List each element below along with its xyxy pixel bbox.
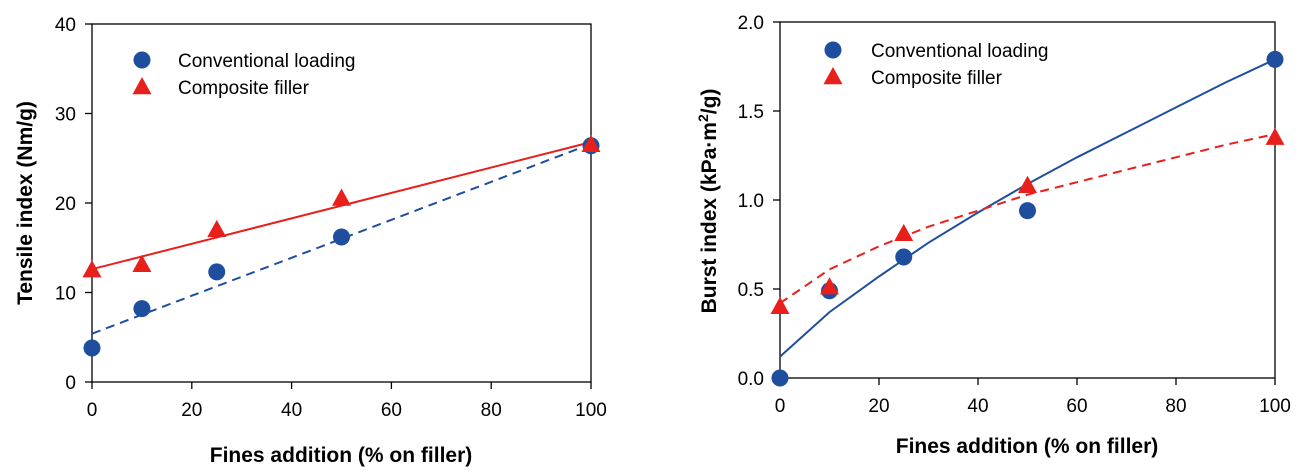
chart-1-point-composite bbox=[1018, 175, 1037, 193]
chart-1-ylabel-prefix: Burst index (kPa·m bbox=[698, 122, 721, 313]
chart-0-x-tick-label: 20 bbox=[181, 400, 202, 421]
chart-1-ylabel-suffix: /g) bbox=[698, 89, 721, 115]
chart-1-point-composite bbox=[894, 223, 914, 242]
burst-index-chart: Fines addition (% on filler) Burst index… bbox=[695, 13, 1291, 458]
chart-0-point-composite bbox=[82, 260, 102, 278]
chart-0-legend-label: Conventional loading bbox=[178, 51, 355, 72]
chart-0-xlabel: Fines addition (% on filler) bbox=[210, 444, 473, 467]
chart-1-y-tick-label: 1.0 bbox=[738, 191, 764, 212]
chart-0-x-tick-label: 100 bbox=[575, 400, 607, 421]
chart-1-ylabel: Burst index (kPa·m2/g) bbox=[695, 89, 721, 314]
chart-1-x-tick-label: 40 bbox=[967, 396, 988, 417]
chart-0-point-conventional bbox=[208, 263, 226, 281]
chart-0-y-tick-label: 40 bbox=[55, 15, 76, 36]
chart-1-xlabel: Fines addition (% on filler) bbox=[896, 435, 1159, 458]
chart-1-y-tick-label: 0.5 bbox=[738, 280, 764, 301]
chart-0-x-tick-label: 40 bbox=[281, 400, 302, 421]
chart-1-ylabel-sup: 2 bbox=[695, 114, 711, 122]
chart-1-y-tick-label: 1.5 bbox=[738, 102, 764, 123]
chart-1-x-tick-label: 80 bbox=[1165, 396, 1186, 417]
chart-1-point-conventional bbox=[771, 369, 789, 387]
chart-1-x-tick-label: 100 bbox=[1259, 396, 1291, 417]
chart-0-point-composite bbox=[581, 134, 601, 153]
chart-1-x-tick-label: 0 bbox=[775, 396, 786, 417]
chart-1-point-composite bbox=[820, 277, 839, 295]
chart-0-point-conventional bbox=[133, 300, 151, 318]
chart-0-x-tick-label: 60 bbox=[381, 400, 402, 421]
chart-1-y-tick-label: 2.0 bbox=[738, 13, 764, 34]
chart-0-y-tick-label: 30 bbox=[55, 105, 76, 126]
chart-0-legend-marker bbox=[133, 51, 151, 69]
chart-1-point-conventional bbox=[1266, 50, 1284, 68]
chart-0-point-composite bbox=[332, 188, 351, 206]
chart-1-point-conventional bbox=[1019, 202, 1036, 220]
chart-1-legend-marker bbox=[824, 41, 842, 59]
chart-1-legend-label: Conventional loading bbox=[871, 41, 1048, 62]
chart-0-x-tick-label: 0 bbox=[87, 400, 98, 421]
chart-0-y-tick-label: 0 bbox=[65, 373, 76, 394]
chart-0-point-composite bbox=[207, 219, 227, 238]
chart-0-point-conventional bbox=[83, 339, 101, 357]
chart-1-fit-line-composite bbox=[779, 133, 1276, 305]
chart-1-y-tick-label: 0.0 bbox=[738, 369, 764, 390]
chart-1-legend-label: Composite filler bbox=[871, 68, 1003, 89]
chart-1-point-conventional bbox=[895, 248, 913, 266]
tensile-index-chart: Fines addition (% on filler) Tensile ind… bbox=[14, 15, 607, 467]
chart-0-legend-label: Composite filler bbox=[178, 78, 310, 99]
chart-0-point-composite bbox=[132, 254, 152, 272]
chart-1-legend-marker bbox=[823, 67, 843, 85]
chart-0-point-conventional bbox=[333, 228, 350, 246]
chart-1-frame bbox=[779, 21, 1276, 379]
chart-1-point-composite bbox=[770, 296, 790, 314]
chart-0-legend-marker bbox=[132, 77, 152, 95]
chart-1-point-composite bbox=[1265, 127, 1285, 145]
chart-1-x-tick-label: 20 bbox=[868, 396, 889, 417]
chart-0-x-tick-label: 80 bbox=[481, 400, 502, 421]
chart-1-x-tick-label: 60 bbox=[1066, 396, 1087, 417]
chart-0-y-tick-label: 20 bbox=[55, 194, 76, 215]
chart-0-ylabel: Tensile index (Nm/g) bbox=[14, 101, 37, 305]
chart-0-y-tick-label: 10 bbox=[55, 284, 76, 305]
